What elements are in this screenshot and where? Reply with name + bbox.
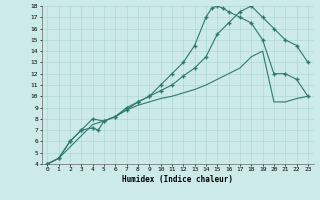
X-axis label: Humidex (Indice chaleur): Humidex (Indice chaleur): [122, 175, 233, 184]
